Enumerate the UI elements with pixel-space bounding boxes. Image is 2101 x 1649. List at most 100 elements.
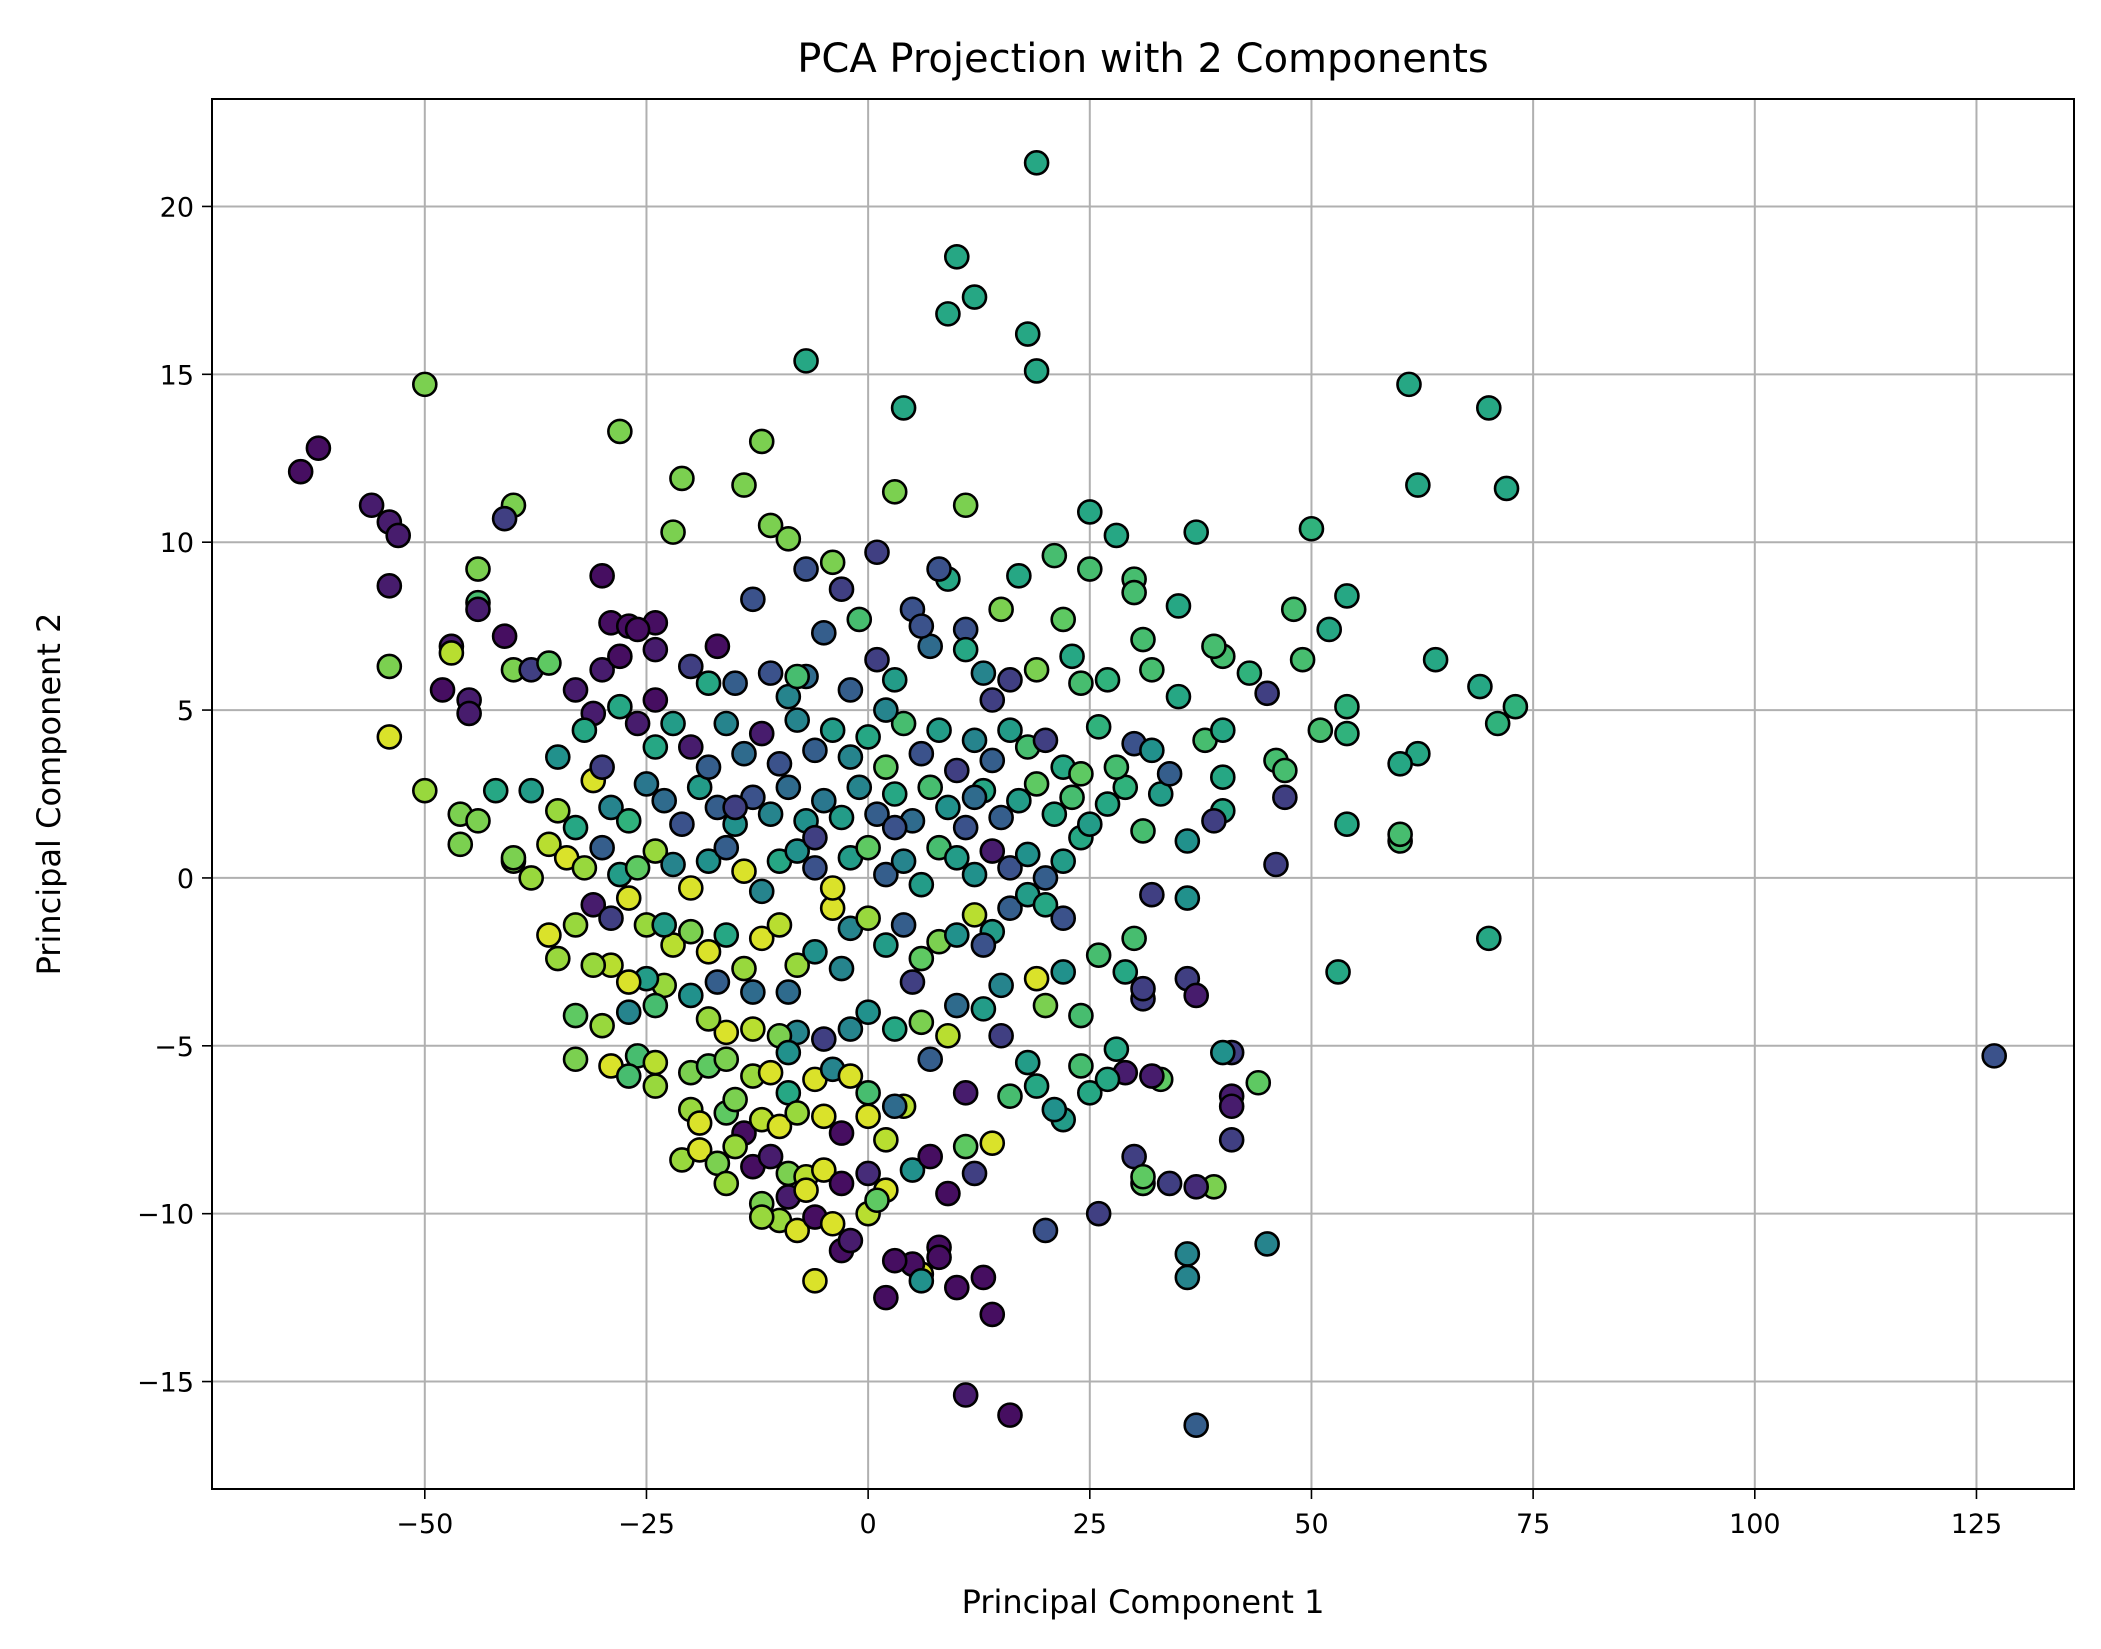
scatter-point [1183,519,1209,545]
scatter-point [881,1093,908,1120]
scatter-point [1183,982,1209,1009]
scatter-point [855,999,881,1026]
scatter-point [642,992,669,1019]
scatter-point [961,727,988,754]
scatter-point [615,969,642,995]
scatter-point [1121,579,1147,606]
scatter-point [1094,791,1121,817]
scatter-point [624,616,651,643]
scatter-point [491,505,518,532]
scatter-point [305,435,332,461]
scatter-point [1139,1063,1165,1089]
scatter-point [1139,656,1165,683]
scatter-point [819,1210,846,1237]
scatter-point [775,1039,802,1066]
scatter-point [979,838,1006,864]
scatter-point [810,1103,837,1130]
scatter-point [704,633,731,660]
scatter-point [722,1086,748,1113]
scatter-point [943,922,970,948]
scatter-point [1218,1093,1245,1120]
scatter-point [810,1026,837,1052]
scatter-point [970,996,997,1022]
scatter-point [1387,821,1413,848]
scatter-point [748,720,775,747]
scatter-point [1325,959,1351,985]
scatter-point [810,620,837,646]
scatter-point [952,492,979,519]
scatter-point [1165,593,1192,619]
y-tick-label: 10 [160,528,194,559]
scatter-point [1014,841,1041,868]
scatter-point [864,801,890,827]
scatter-point [642,1073,669,1099]
scatter-point [952,1080,979,1106]
scatter-point [695,848,722,874]
scatter-point [952,1382,979,1408]
scatter-point [855,724,881,750]
scatter-point [1023,1073,1050,1099]
scatter-point [997,667,1023,693]
scatter-point [1484,710,1511,737]
scatter-point [695,1006,722,1032]
scatter-point [766,912,793,938]
scatter-point [562,677,589,703]
scatter-points [287,149,2007,1439]
scatter-point [1032,891,1059,918]
scatter-point [970,660,997,686]
scatter-point [740,1016,766,1042]
grid [212,99,2074,1489]
scatter-point [438,640,465,666]
scatter-point [828,576,855,602]
scatter-point [624,855,651,881]
scatter-point [669,811,695,838]
scatter-point [1174,828,1201,854]
scatter-point [997,895,1023,921]
scatter-point [855,834,881,861]
scatter-point [1023,656,1050,683]
scatter-point [1263,851,1289,878]
scatter-point [1254,680,1280,707]
scatter-point [970,932,997,958]
scatter-point [961,861,988,888]
scatter-point [571,717,598,744]
scatter-point [1201,808,1227,834]
scatter-point [1032,992,1059,1019]
scatter-point [1387,750,1413,777]
scatter-point [465,808,491,834]
scatter-point [1236,660,1263,686]
scatter-point [722,794,748,821]
scatter-point [615,999,642,1026]
scatter-point [660,710,686,737]
scatter-point [589,1012,615,1039]
scatter-point [757,1059,784,1086]
scatter-point [1121,925,1147,952]
scatter-point [864,1187,890,1214]
scatter-point [580,952,607,979]
y-tick-label: −15 [137,1368,194,1399]
scatter-point [881,1247,908,1274]
scatter-point [686,1110,713,1136]
scatter-point [731,472,757,498]
scatter-point [952,636,979,663]
scatter-point [1050,905,1076,932]
scatter-point [536,922,562,948]
scatter-point [1272,784,1298,811]
scatter-point [1085,1200,1112,1227]
scatter-point [677,875,704,901]
scatter-point [642,687,669,713]
scatter-point [642,636,669,663]
scatter-point [961,902,988,928]
scatter-point [642,734,669,760]
scatter-point [1210,1039,1236,1066]
scatter-point [1298,515,1325,542]
scatter-point [1023,965,1050,992]
scatter-point [1068,761,1094,787]
scatter-point [837,677,864,703]
scatter-point [1103,754,1130,780]
scatter-point [376,724,403,750]
scatter-point [1059,643,1085,670]
scatter-point [819,549,846,576]
scatter-point [1981,1043,2007,1069]
scatter-point [740,979,766,1005]
